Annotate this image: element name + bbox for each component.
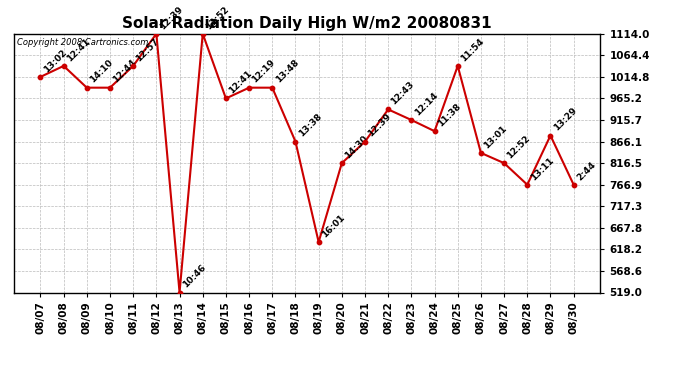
- Text: 12:43: 12:43: [390, 80, 416, 106]
- Text: 12:41: 12:41: [65, 36, 92, 63]
- Text: 13:02: 13:02: [42, 48, 68, 74]
- Text: 13:01: 13:01: [482, 124, 509, 150]
- Point: [151, 31, 162, 37]
- Text: 12:41: 12:41: [227, 69, 254, 96]
- Point: [267, 85, 278, 91]
- Text: 11:54: 11:54: [459, 36, 486, 63]
- Point: [406, 117, 417, 123]
- Point: [499, 160, 510, 166]
- Text: 14:10: 14:10: [88, 58, 115, 85]
- Point: [104, 85, 115, 91]
- Point: [128, 63, 139, 69]
- Text: 13:11: 13:11: [529, 155, 555, 182]
- Point: [35, 74, 46, 80]
- Text: 13:48: 13:48: [274, 58, 300, 85]
- Text: 12:14: 12:14: [413, 90, 440, 117]
- Point: [383, 106, 394, 112]
- Point: [545, 132, 556, 138]
- Point: [58, 63, 69, 69]
- Point: [336, 160, 347, 166]
- Point: [359, 138, 371, 144]
- Point: [568, 182, 579, 188]
- Text: 2:44: 2:44: [575, 159, 598, 182]
- Text: 13:29: 13:29: [552, 106, 578, 133]
- Point: [81, 85, 92, 91]
- Point: [429, 128, 440, 134]
- Point: [220, 96, 231, 102]
- Text: 13:38: 13:38: [297, 112, 324, 139]
- Text: 14:30: 14:30: [343, 134, 370, 160]
- Text: 13:52: 13:52: [204, 4, 230, 31]
- Title: Solar Radiation Daily High W/m2 20080831: Solar Radiation Daily High W/m2 20080831: [122, 16, 492, 31]
- Text: 12:39: 12:39: [366, 112, 393, 139]
- Point: [475, 150, 486, 156]
- Text: 11:38: 11:38: [436, 102, 462, 128]
- Text: Copyright 2008 Cartronics.com: Copyright 2008 Cartronics.com: [17, 38, 148, 46]
- Point: [244, 85, 255, 91]
- Text: 16:01: 16:01: [320, 213, 346, 239]
- Text: 12:52: 12:52: [506, 134, 532, 160]
- Point: [313, 239, 324, 245]
- Point: [452, 63, 463, 69]
- Point: [174, 290, 185, 296]
- Point: [522, 182, 533, 188]
- Point: [197, 31, 208, 37]
- Text: 12:57: 12:57: [135, 36, 161, 63]
- Text: 12:19: 12:19: [250, 58, 277, 85]
- Text: 12:44: 12:44: [111, 58, 138, 85]
- Text: 12:39: 12:39: [158, 4, 184, 31]
- Point: [290, 138, 301, 144]
- Text: 10:46: 10:46: [181, 263, 208, 290]
